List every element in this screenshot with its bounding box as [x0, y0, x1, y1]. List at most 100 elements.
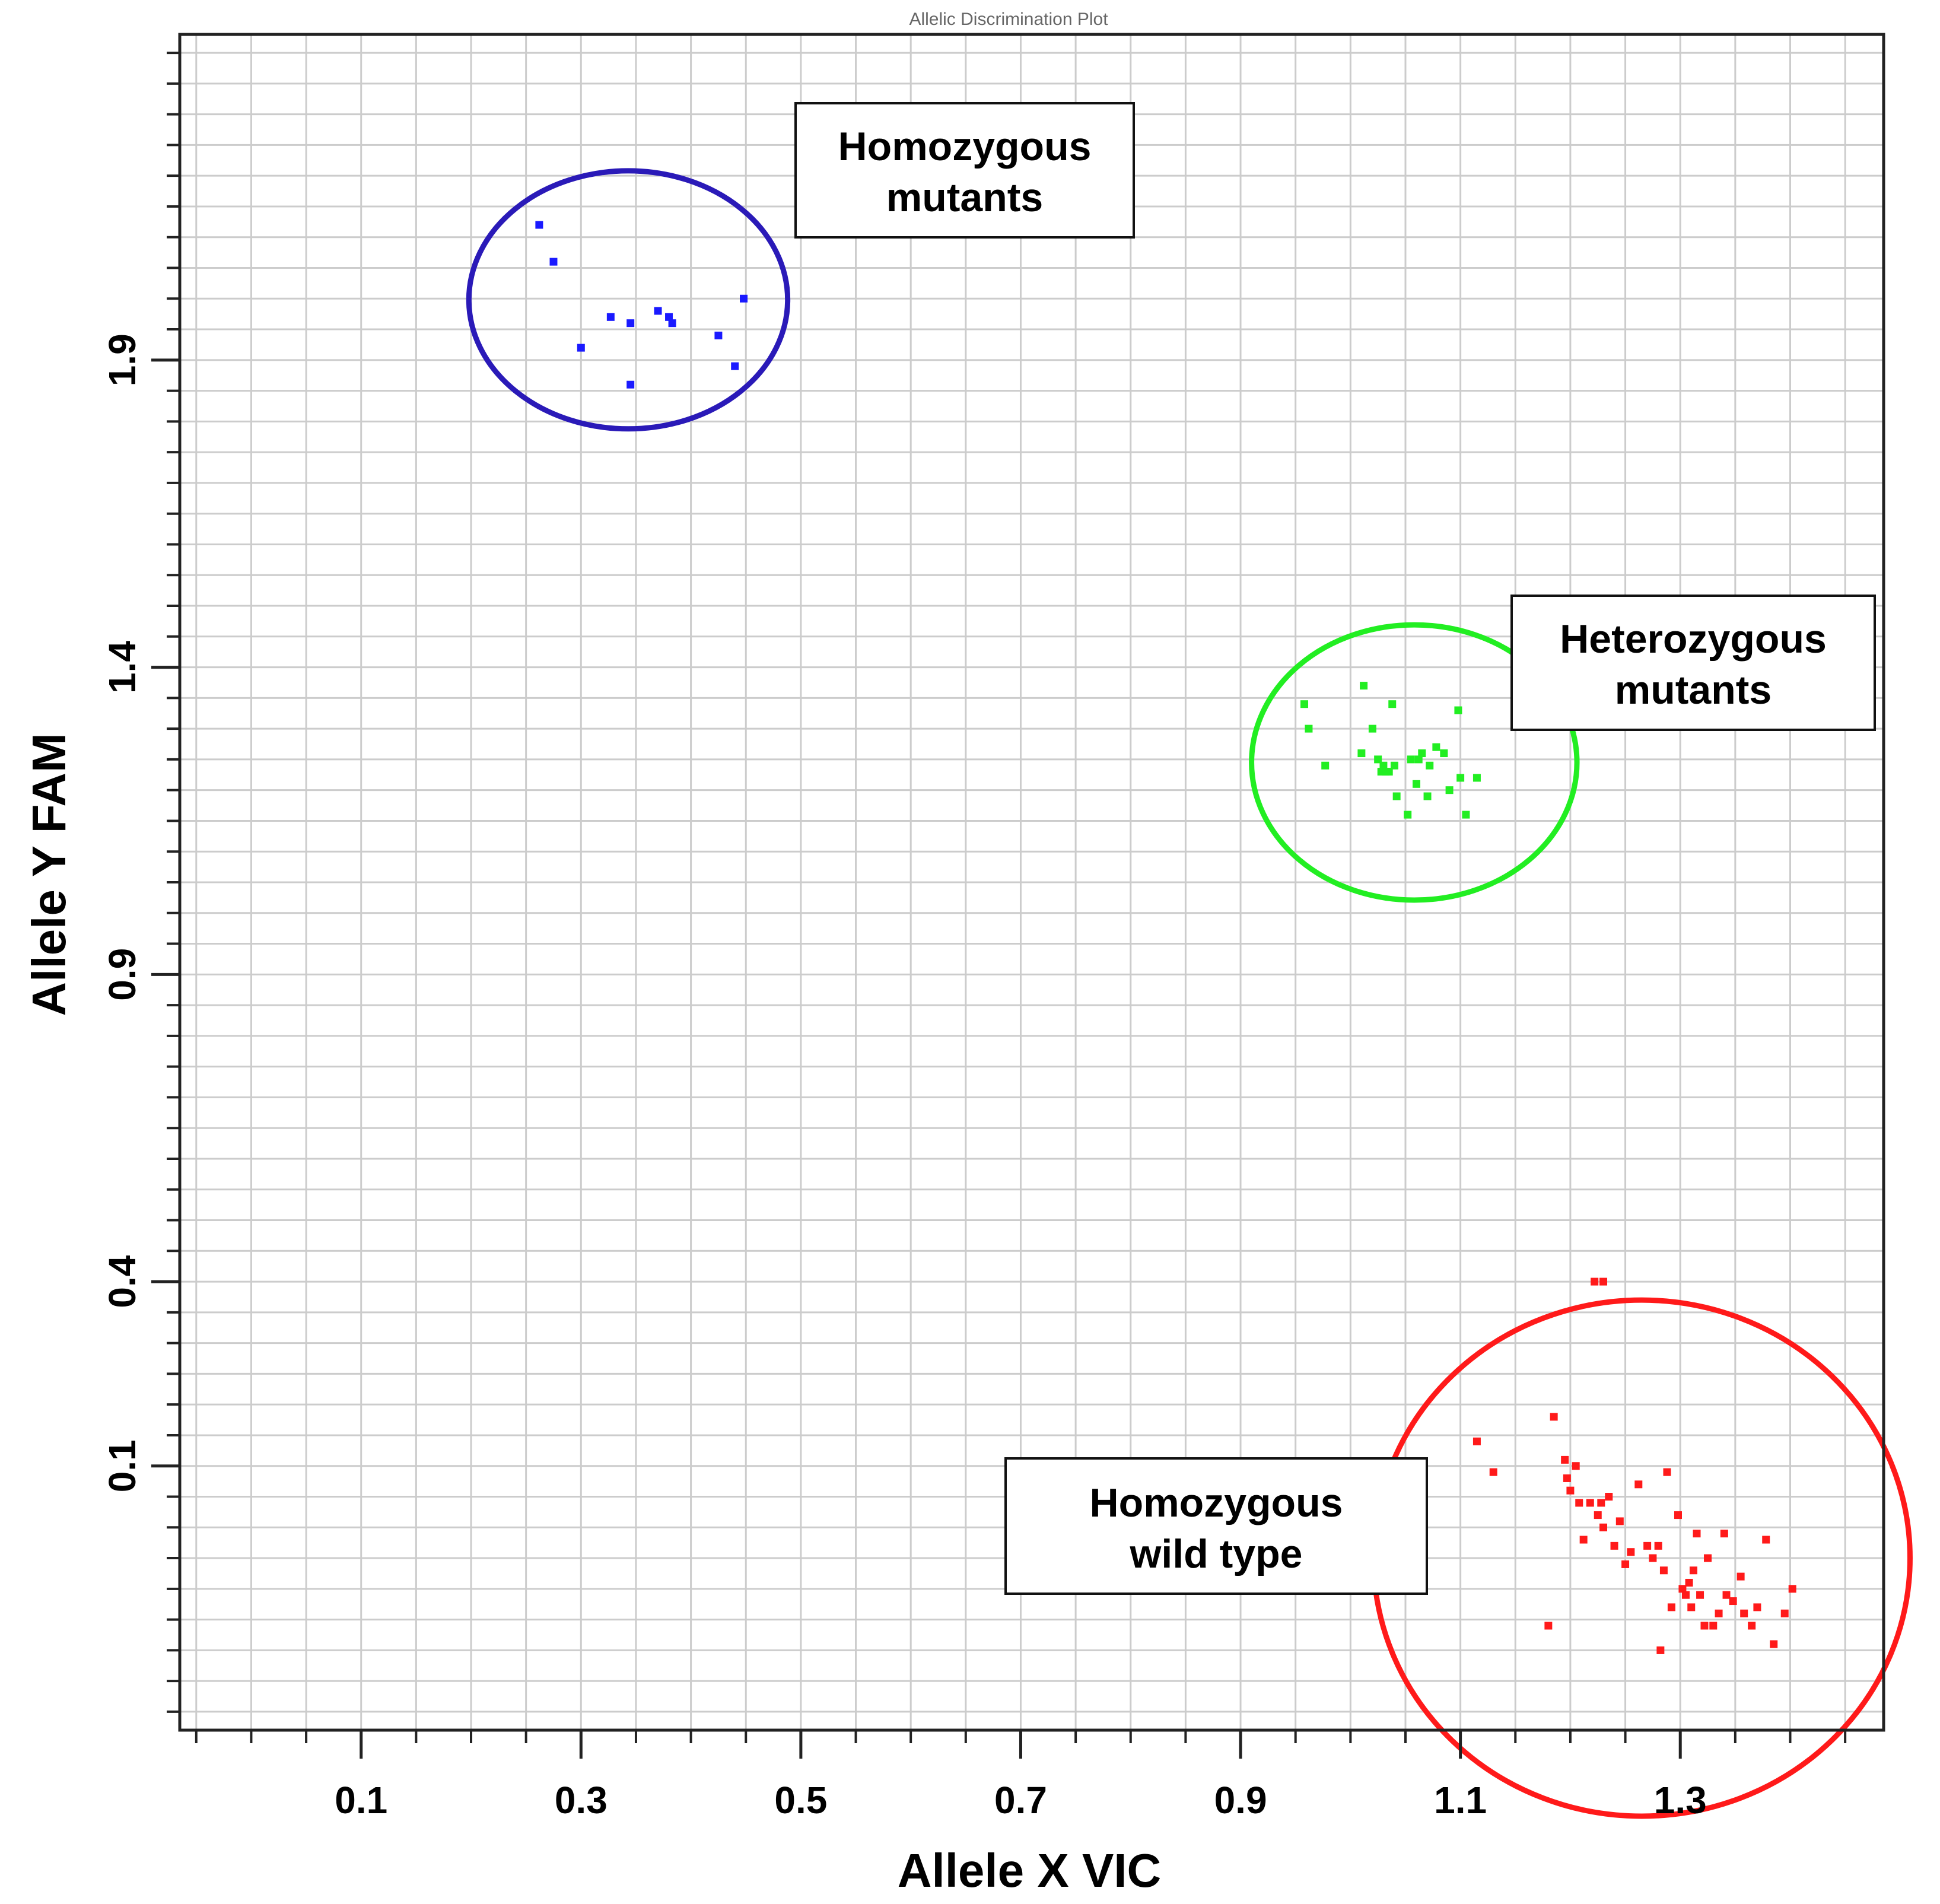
- data-point: [1643, 1541, 1652, 1550]
- callout-box: [1510, 595, 1876, 731]
- callout-box: [794, 102, 1135, 239]
- x-tick-label: 0.5: [774, 1779, 827, 1822]
- data-point: [1740, 1609, 1748, 1617]
- y-tick-label: 0.9: [101, 948, 144, 1001]
- x-axis-title: Allele X VIC: [898, 1844, 1162, 1897]
- data-point: [1423, 792, 1432, 800]
- data-point: [1440, 749, 1448, 758]
- data-point: [1621, 1560, 1630, 1568]
- data-point: [549, 258, 558, 266]
- data-point: [731, 362, 739, 370]
- x-tick-label: 0.1: [335, 1779, 387, 1822]
- data-point: [1454, 706, 1462, 714]
- data-point: [1407, 755, 1415, 764]
- data-point: [1414, 755, 1423, 764]
- data-point: [1704, 1554, 1712, 1562]
- data-point: [1586, 1499, 1594, 1507]
- data-point: [1456, 774, 1465, 782]
- data-point: [1656, 1646, 1665, 1654]
- series-heterozygous-mutants: [1300, 682, 1481, 819]
- y-tick-label: 1.4: [101, 641, 144, 694]
- data-point: [1404, 810, 1412, 819]
- data-point: [1715, 1609, 1723, 1617]
- x-tick-label: 1.1: [1434, 1779, 1487, 1822]
- data-point: [654, 307, 662, 315]
- data-point: [1605, 1493, 1613, 1501]
- data-point: [1700, 1622, 1709, 1630]
- callout-line: Heterozygous: [1560, 616, 1827, 662]
- data-point: [577, 344, 585, 352]
- x-tick-label: 0.9: [1214, 1779, 1267, 1822]
- points-group: [535, 221, 1796, 1654]
- data-point: [1445, 786, 1454, 794]
- data-point: [535, 221, 543, 229]
- x-tick-label: 0.3: [555, 1779, 608, 1822]
- data-point: [1770, 1640, 1778, 1648]
- data-point: [1432, 743, 1440, 751]
- data-point: [1382, 768, 1390, 776]
- data-point: [1563, 1474, 1571, 1482]
- series-homozygous-wild-type: [1473, 1277, 1796, 1654]
- x-tick-label: 1.3: [1654, 1779, 1707, 1822]
- data-point: [1388, 700, 1397, 708]
- data-point: [1634, 1480, 1643, 1489]
- data-point: [1674, 1511, 1683, 1520]
- data-point: [1610, 1541, 1618, 1550]
- cluster-ellipse-heterozygous-mutants: [1249, 622, 1580, 903]
- callout-line: Homozygous: [838, 124, 1092, 169]
- callout-homozygous-wild-type: Homozygous wild type: [1004, 1457, 1428, 1595]
- data-point: [606, 313, 615, 321]
- data-point: [1305, 724, 1313, 733]
- data-point: [1762, 1536, 1770, 1544]
- data-point: [1599, 1277, 1608, 1286]
- y-tick-label: 1.9: [101, 333, 144, 386]
- data-point: [1720, 1530, 1728, 1538]
- data-point: [1473, 1437, 1481, 1445]
- callout-line: wild type: [1130, 1531, 1303, 1576]
- data-point: [668, 319, 676, 328]
- data-point: [1678, 1585, 1687, 1593]
- data-point: [740, 294, 748, 303]
- callout-box: [1004, 1457, 1428, 1595]
- data-point: [714, 331, 723, 339]
- data-point: [1357, 749, 1366, 758]
- chart-title: Allelic Discrimination Plot: [909, 9, 1108, 29]
- data-point: [1379, 761, 1388, 770]
- data-point: [1748, 1622, 1756, 1630]
- data-point: [1627, 1548, 1635, 1556]
- callout-line: mutants: [1615, 667, 1772, 713]
- data-point: [1709, 1622, 1718, 1630]
- data-point: [1489, 1468, 1497, 1476]
- data-point: [1654, 1541, 1662, 1550]
- data-point: [1544, 1622, 1553, 1630]
- y-tick-label: 0.4: [101, 1255, 144, 1308]
- data-point: [1649, 1554, 1657, 1562]
- data-point: [1599, 1523, 1608, 1531]
- data-point: [1561, 1455, 1569, 1464]
- data-point: [1413, 780, 1421, 788]
- data-point: [1473, 774, 1481, 782]
- data-point: [1685, 1578, 1693, 1587]
- data-point: [1788, 1585, 1796, 1593]
- data-point: [1566, 1486, 1575, 1495]
- data-point: [1418, 749, 1426, 758]
- data-point: [1579, 1536, 1588, 1544]
- data-point: [1737, 1572, 1745, 1581]
- data-point: [1615, 1517, 1624, 1525]
- data-point: [1374, 755, 1382, 764]
- data-point: [1392, 792, 1401, 800]
- data-point: [1687, 1603, 1696, 1611]
- data-point: [1591, 1277, 1599, 1286]
- data-point: [1575, 1499, 1583, 1507]
- data-point: [1663, 1468, 1671, 1476]
- data-point: [1696, 1591, 1704, 1599]
- data-point: [1594, 1511, 1602, 1520]
- data-point: [1693, 1530, 1701, 1538]
- cluster-ellipse-homozygous-mutants: [466, 168, 791, 432]
- data-point: [1321, 761, 1330, 770]
- data-point: [1300, 700, 1309, 708]
- y-tick-label: 0.1: [101, 1439, 144, 1492]
- x-tick-label: 0.7: [994, 1779, 1047, 1822]
